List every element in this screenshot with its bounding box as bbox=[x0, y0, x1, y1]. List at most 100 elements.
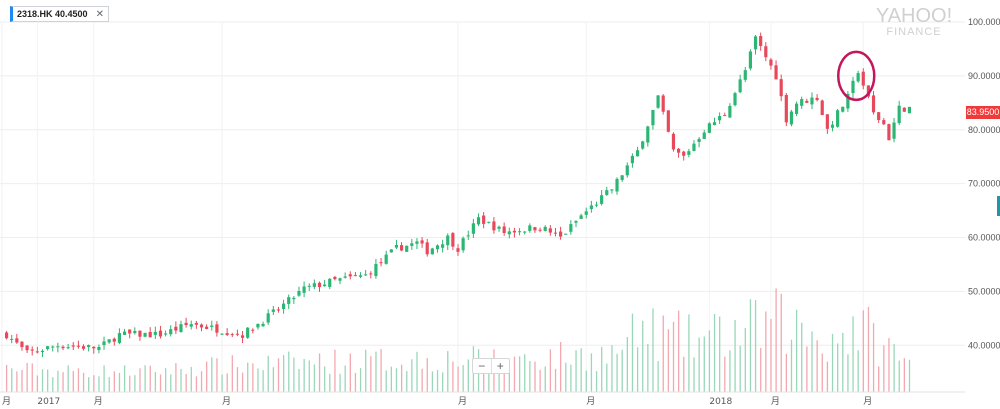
candle-body bbox=[523, 231, 527, 233]
candle-body bbox=[902, 107, 906, 112]
candle-body bbox=[199, 324, 204, 328]
volume-bar bbox=[108, 377, 110, 392]
candle-body bbox=[435, 245, 440, 250]
candle-body bbox=[707, 123, 711, 133]
volume-bar bbox=[11, 368, 13, 392]
volume-bar bbox=[626, 337, 628, 392]
candle-body bbox=[589, 205, 593, 210]
candle-body bbox=[317, 282, 322, 288]
candle-body bbox=[502, 226, 506, 233]
candle-body bbox=[205, 326, 209, 329]
close-icon[interactable]: ✕ bbox=[95, 8, 104, 20]
candle-body bbox=[682, 151, 686, 156]
volume-bar bbox=[159, 374, 162, 392]
volume-bar bbox=[134, 375, 136, 392]
volume-bar bbox=[421, 368, 423, 392]
volume-bar bbox=[734, 320, 736, 392]
candle-body bbox=[851, 80, 855, 94]
volume-bar bbox=[349, 353, 351, 392]
volume-bar bbox=[252, 363, 254, 392]
candle-body bbox=[364, 274, 368, 276]
volume-bar bbox=[329, 373, 331, 392]
volume-bar bbox=[585, 370, 587, 392]
candle-body bbox=[97, 346, 101, 351]
candle-body bbox=[866, 85, 870, 97]
ticker-tag[interactable]: 2318.HK 40.4500 ✕ bbox=[10, 6, 109, 22]
volume-bar bbox=[247, 362, 249, 392]
volume-bar bbox=[93, 375, 95, 392]
volume-bar bbox=[754, 300, 757, 392]
volume-bar bbox=[175, 363, 177, 392]
candle-body bbox=[179, 324, 183, 332]
y-tick-label: 90.0000 bbox=[968, 71, 1000, 81]
candle-body bbox=[92, 346, 96, 349]
volume-bar bbox=[149, 365, 151, 392]
zoom-control[interactable]: − + bbox=[472, 358, 510, 374]
volume-bar bbox=[580, 348, 582, 392]
yahoo-finance-logo: YAHOO! FINANCE bbox=[868, 6, 960, 38]
volume-bar bbox=[144, 365, 146, 392]
candle-body bbox=[281, 303, 286, 309]
candle-body bbox=[333, 276, 337, 280]
candle-body bbox=[800, 99, 804, 106]
candle-body bbox=[646, 126, 650, 143]
volume-bar bbox=[524, 354, 526, 392]
volume-bar bbox=[452, 361, 454, 392]
volume-bar bbox=[98, 376, 100, 392]
volume-bar bbox=[113, 371, 115, 392]
candle-body bbox=[748, 51, 752, 69]
candle-body bbox=[399, 245, 404, 251]
x-axis: 月 2017 月 月 月 月 2018 月 月 bbox=[0, 391, 965, 407]
candle-body bbox=[81, 346, 86, 349]
volume-bar bbox=[498, 360, 500, 392]
candle-body bbox=[507, 231, 511, 235]
candle-body bbox=[117, 333, 122, 343]
volume-bar bbox=[72, 370, 74, 392]
candle-body bbox=[184, 322, 188, 326]
candle-body bbox=[656, 95, 660, 108]
candle-body bbox=[882, 120, 886, 125]
candle-body bbox=[753, 36, 758, 50]
volume-bar bbox=[790, 339, 793, 392]
volume-bar bbox=[606, 363, 608, 392]
candle-body bbox=[328, 278, 332, 287]
candle-body bbox=[861, 71, 865, 86]
volume-bar bbox=[739, 345, 741, 392]
candle-body bbox=[630, 155, 635, 164]
volume-bar bbox=[549, 349, 552, 392]
candle-body bbox=[230, 334, 234, 336]
zoom-out-button[interactable]: − bbox=[478, 359, 486, 373]
volume-bar bbox=[318, 353, 321, 392]
volume-bar bbox=[708, 330, 711, 392]
volume-bar bbox=[139, 368, 141, 392]
volume-bar bbox=[775, 288, 777, 392]
volume-bar bbox=[867, 306, 870, 392]
zoom-in-button[interactable]: + bbox=[490, 359, 510, 373]
volume-bar bbox=[488, 368, 490, 392]
candle-body bbox=[210, 325, 214, 327]
candle-body bbox=[815, 97, 819, 101]
candle-body bbox=[825, 114, 829, 129]
volume-bar bbox=[713, 313, 716, 392]
candle-body bbox=[743, 70, 747, 80]
candle-body bbox=[661, 95, 665, 112]
candle-body bbox=[543, 226, 547, 231]
candle-body bbox=[194, 322, 198, 325]
candle-body bbox=[235, 333, 240, 335]
volume-bar bbox=[616, 353, 618, 392]
x-tick-label: 2018 bbox=[709, 397, 732, 407]
candle-body bbox=[128, 329, 132, 334]
side-scroll-tab[interactable] bbox=[997, 196, 1000, 216]
candle-body bbox=[30, 349, 34, 351]
candle-body bbox=[174, 326, 178, 331]
candle-body bbox=[759, 36, 763, 46]
volume-bar bbox=[241, 372, 244, 392]
candle-body bbox=[620, 175, 624, 180]
candle-body bbox=[122, 331, 127, 335]
volume-bar bbox=[652, 308, 654, 392]
candle-body bbox=[897, 105, 901, 124]
candle-body bbox=[169, 329, 173, 335]
volume-bar bbox=[365, 349, 367, 392]
candle-body bbox=[538, 229, 542, 231]
